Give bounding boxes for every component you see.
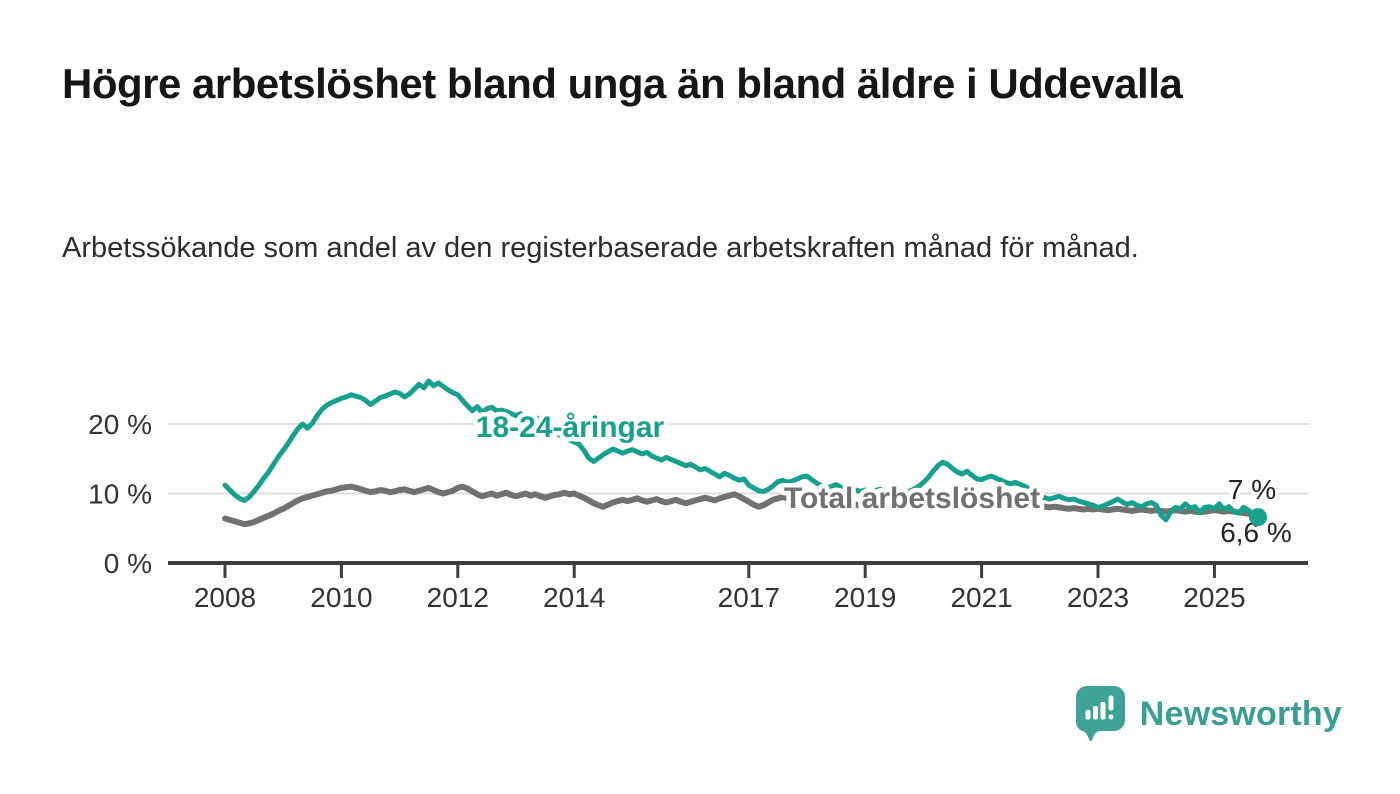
logo-bar-large [1100, 701, 1106, 719]
y-axis-label-20: 20 % [88, 409, 152, 440]
y-axis-label-0: 0 % [104, 548, 152, 579]
chart-subtitle: Arbetssökande som andel av den registerb… [62, 232, 1139, 264]
x-axis-label-2023: 2023 [1067, 582, 1129, 613]
page-title: Högre arbetslöshet bland unga än bland ä… [62, 60, 1183, 107]
series-line-total-arbetsl-shet [222, 483, 1261, 528]
x-axis-label-2012: 2012 [427, 582, 489, 613]
x-axis-label-2019: 2019 [834, 582, 896, 613]
logo-exclamation-bar [1108, 695, 1114, 710]
x-axis-label-2010: 2010 [310, 582, 372, 613]
series-label-total-arbetsl-shet: Total arbetslöshet [784, 482, 1040, 515]
x-axis-label-2021: 2021 [950, 582, 1012, 613]
x-axis-label-2017: 2017 [718, 582, 780, 613]
y-axis-label-10: 10 % [88, 479, 152, 510]
x-axis-label-2014: 2014 [543, 582, 605, 613]
series-line-18-24-ringar [222, 378, 1261, 523]
series-label-18-24-ringar: 18-24-åringar [476, 411, 665, 444]
newsworthy-logo-icon [1075, 685, 1125, 742]
end-value-label-total-arbetsl-shet: 7 % [1228, 474, 1276, 505]
logo-exclamation-dot [1108, 714, 1114, 719]
logo-bar-small [1085, 709, 1091, 719]
newsworthy-logo-text: Newsworthy [1139, 694, 1342, 733]
x-axis-label-2025: 2025 [1183, 582, 1245, 613]
logo-bar-medium [1092, 705, 1098, 719]
newsworthy-branding: Newsworthy [1075, 682, 1342, 746]
x-axis-label-2008: 2008 [194, 582, 256, 613]
series-end-dot-18-24-ringar [1249, 508, 1267, 527]
